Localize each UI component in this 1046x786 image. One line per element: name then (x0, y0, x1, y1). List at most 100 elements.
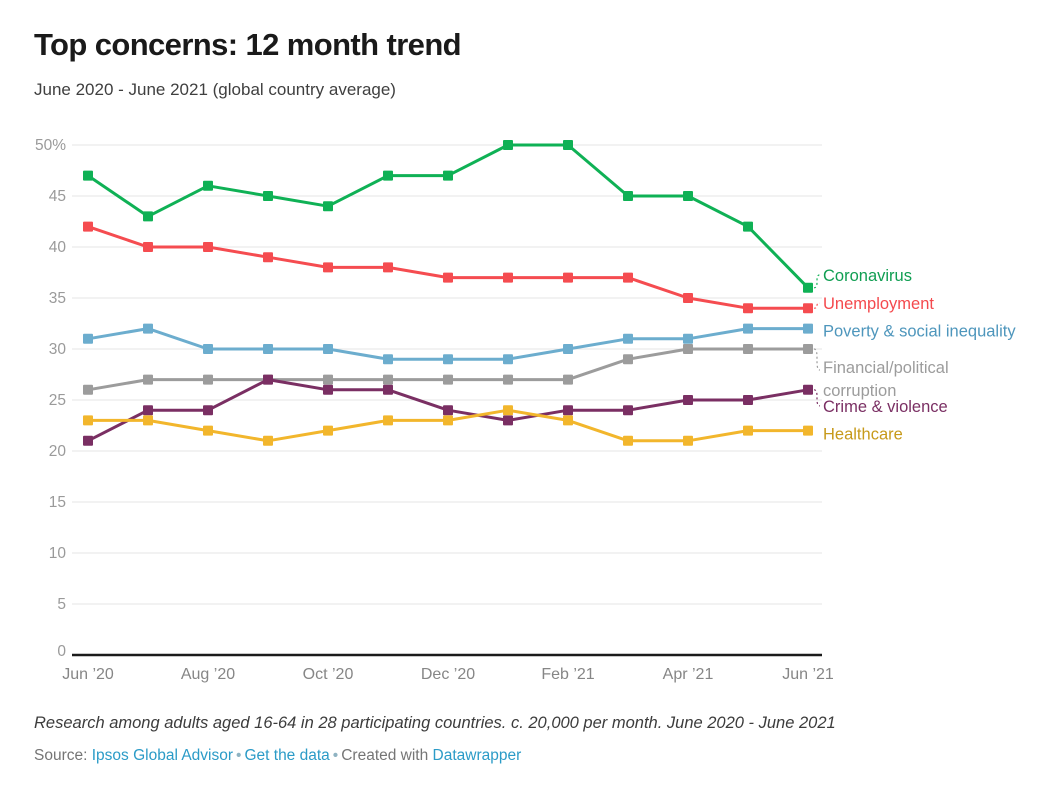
chart-subtitle: June 2020 - June 2021 (global country av… (34, 80, 396, 99)
series-marker-healthcare (203, 425, 213, 436)
series-marker-coronavirus (623, 191, 633, 201)
series-marker-financial-political-corruption (443, 374, 453, 385)
series-marker-unemployment (83, 221, 93, 232)
series-marker-financial-political-corruption (383, 374, 393, 385)
series-marker-coronavirus (563, 140, 573, 150)
series-marker-poverty-social-inequality (203, 344, 213, 354)
series-marker-coronavirus (383, 170, 393, 181)
series-marker-healthcare (143, 415, 153, 426)
source-prefix: Source: (34, 747, 88, 764)
series-marker-coronavirus (83, 170, 93, 181)
series-label-crime-violence: Crime & violence (823, 398, 948, 416)
created-with-text: Created with (341, 747, 429, 764)
y-tick-label: 10 (49, 545, 67, 562)
series-marker-crime-violence (143, 405, 153, 416)
series-marker-financial-political-corruption (203, 374, 213, 385)
label-connector (813, 389, 821, 407)
series-marker-coronavirus (803, 282, 813, 293)
series-label-coronavirus: Coronavirus (823, 267, 912, 285)
series-marker-crime-violence (203, 405, 213, 416)
series-line-coronavirus (87, 143, 810, 289)
series-marker-poverty-social-inequality (323, 344, 333, 354)
chart-title: Top concerns: 12 month trend (34, 27, 462, 62)
series-marker-unemployment (503, 272, 513, 283)
series-marker-crime-violence (563, 405, 573, 416)
series-marker-unemployment (803, 303, 813, 314)
series-marker-healthcare (323, 425, 333, 436)
series-marker-financial-political-corruption (743, 344, 753, 354)
source-line: Source: Ipsos Global Advisor • Get the dat… (34, 747, 521, 765)
series-marker-financial-political-corruption (503, 374, 513, 385)
series-marker-coronavirus (203, 180, 213, 191)
series-marker-healthcare (683, 435, 693, 446)
y-tick-label: 5 (57, 596, 66, 613)
source-link[interactable]: Ipsos Global Advisor (91, 747, 234, 764)
series-marker-healthcare (263, 435, 273, 446)
label-connector (813, 274, 821, 289)
series-marker-poverty-social-inequality (443, 354, 453, 365)
series-marker-healthcare (443, 415, 453, 426)
x-tick-label: Jun ’21 (782, 666, 834, 683)
series-marker-unemployment (683, 293, 693, 303)
label-connector (813, 348, 821, 371)
series-marker-crime-violence (743, 395, 753, 405)
y-tick-label: 0 (57, 643, 66, 660)
series-marker-crime-violence (83, 435, 93, 446)
series-marker-crime-violence (443, 405, 453, 416)
series-marker-financial-political-corruption (803, 344, 813, 354)
series-marker-crime-violence (623, 405, 633, 416)
series-marker-financial-political-corruption (563, 374, 573, 385)
series-marker-unemployment (743, 303, 753, 314)
series-marker-unemployment (623, 272, 633, 283)
series-marker-coronavirus (263, 191, 273, 201)
series-marker-poverty-social-inequality (803, 323, 813, 334)
series-marker-healthcare (803, 425, 813, 436)
series-marker-coronavirus (683, 191, 693, 201)
x-tick-label: Dec ’20 (421, 666, 475, 683)
separator-dot: • (236, 747, 242, 764)
label-connector (813, 302, 821, 309)
datawrapper-link[interactable]: Datawrapper (432, 747, 522, 764)
series-marker-coronavirus (143, 211, 153, 222)
series-marker-crime-violence (503, 415, 513, 426)
series-marker-financial-political-corruption (623, 354, 633, 365)
x-tick-label: Aug ’20 (181, 666, 235, 683)
series-marker-unemployment (263, 252, 273, 263)
series-marker-crime-violence (803, 384, 813, 395)
x-tick-label: Feb ’21 (541, 666, 594, 683)
series-marker-financial-political-corruption (83, 384, 93, 395)
series-marker-poverty-social-inequality (83, 333, 93, 344)
series-marker-crime-violence (323, 384, 333, 395)
series-marker-coronavirus (323, 201, 333, 212)
x-tick-label: Oct ’20 (303, 666, 354, 683)
get-data-link[interactable]: Get the data (244, 747, 330, 764)
y-tick-label: 30 (49, 341, 67, 358)
x-tick-label: Apr ’21 (663, 666, 714, 683)
y-tick-label: 20 (49, 443, 67, 460)
series-marker-healthcare (623, 435, 633, 446)
series-label-financial-political-corruption: corruption (823, 382, 896, 400)
series-marker-coronavirus (443, 170, 453, 181)
y-tick-label: 35 (49, 290, 66, 307)
y-tick-label: 45 (49, 188, 66, 205)
series-label-financial-political-corruption: Financial/political (823, 359, 949, 377)
series-marker-crime-violence (383, 384, 393, 395)
series-marker-poverty-social-inequality (743, 323, 753, 334)
series-marker-coronavirus (503, 140, 513, 150)
series-marker-financial-political-corruption (323, 374, 333, 385)
y-tick-label: 40 (49, 239, 67, 256)
series-marker-poverty-social-inequality (623, 333, 633, 344)
series-marker-crime-violence (683, 395, 693, 405)
series-marker-unemployment (383, 262, 393, 273)
series-marker-poverty-social-inequality (683, 333, 693, 344)
separator-dot: • (332, 747, 339, 764)
y-tick-label: 25 (49, 392, 66, 409)
series-marker-poverty-social-inequality (263, 344, 273, 354)
series-marker-financial-political-corruption (683, 344, 693, 354)
series-label-healthcare: Healthcare (823, 426, 903, 444)
series-marker-poverty-social-inequality (503, 354, 513, 365)
y-tick-label: 50% (35, 137, 66, 154)
series-marker-healthcare (83, 415, 93, 426)
